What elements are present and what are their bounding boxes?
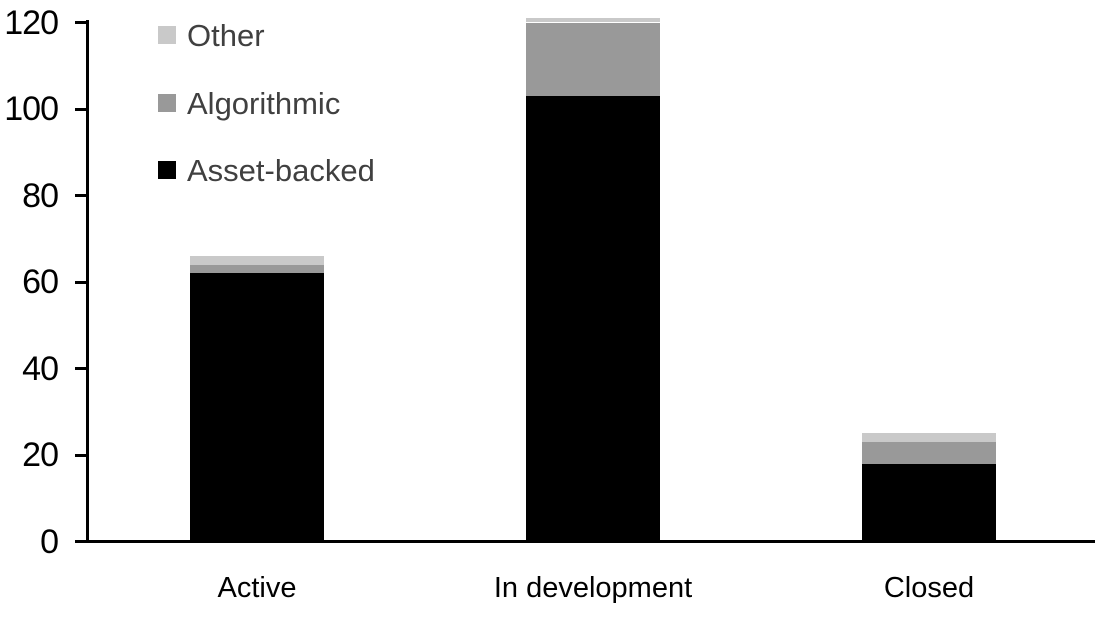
bar-segment-active-algorithmic bbox=[190, 264, 324, 274]
bar-segment-in-development-algorithmic bbox=[526, 22, 660, 97]
bar-segment-closed-algorithmic bbox=[862, 442, 996, 464]
y-tick-label: 100 bbox=[4, 90, 59, 128]
y-tick-label: 20 bbox=[22, 436, 59, 474]
y-tick-mark bbox=[75, 194, 87, 197]
legend-item-algorithmic: Algorithmic bbox=[158, 88, 340, 119]
legend-label: Algorithmic bbox=[187, 85, 341, 121]
y-tick-mark bbox=[75, 21, 87, 24]
y-axis-line bbox=[85, 20, 89, 543]
bar-segment-closed-other bbox=[862, 433, 996, 443]
bar-segment-active-asset-backed bbox=[190, 273, 324, 542]
x-category-label: In development bbox=[493, 572, 693, 604]
y-tick-label: 60 bbox=[22, 263, 59, 301]
legend-item-asset-backed: Asset-backed bbox=[158, 155, 375, 186]
y-tick-mark bbox=[75, 107, 87, 111]
legend-label: Asset-backed bbox=[187, 152, 375, 188]
y-tick-mark bbox=[75, 280, 87, 284]
y-tick-label: 120 bbox=[4, 3, 59, 42]
legend-label: Other bbox=[187, 17, 265, 53]
legend-swatch-icon bbox=[158, 26, 176, 44]
bar-segment-in-development-other bbox=[526, 18, 660, 23]
y-tick-mark bbox=[75, 367, 87, 370]
legend-swatch-icon bbox=[158, 94, 176, 112]
y-tick-mark bbox=[75, 453, 87, 457]
y-tick-label: 40 bbox=[22, 349, 59, 388]
bar-segment-closed-asset-backed bbox=[862, 463, 996, 542]
legend-item-other: Other bbox=[158, 20, 265, 51]
y-tick-label: 80 bbox=[22, 176, 59, 215]
legend-swatch-icon bbox=[158, 161, 176, 179]
y-tick-label: 0 bbox=[40, 522, 59, 561]
bar-segment-in-development-asset-backed bbox=[526, 96, 660, 542]
x-category-label: Closed bbox=[883, 572, 975, 604]
bar-segment-active-other bbox=[190, 256, 324, 265]
x-axis-line bbox=[75, 540, 1095, 543]
x-category-label: Active bbox=[217, 572, 297, 604]
